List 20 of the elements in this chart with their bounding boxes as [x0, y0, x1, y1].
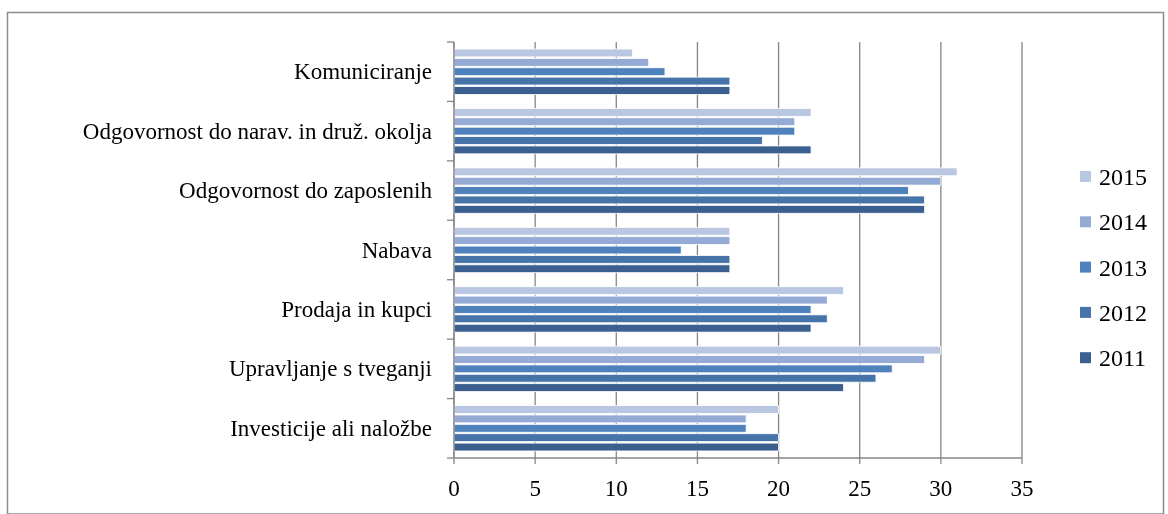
y-tick-label: Prodaja in kupci — [281, 296, 432, 322]
x-tick-label: 0 — [448, 475, 460, 501]
x-tick-label: 30 — [929, 475, 953, 501]
y-tick-label: Investicije ali naložbe — [230, 415, 432, 441]
y-tick-label: Upravljanje s tveganji — [228, 356, 432, 382]
x-tick-label: 10 — [604, 475, 628, 501]
y-tick-label: Komuniciranje — [294, 59, 432, 85]
legend-label: 2013 — [1099, 254, 1147, 281]
y-tick-label: Odgovornost do narav. in druž. okolja — [82, 118, 432, 144]
x-tick-label: 5 — [529, 475, 541, 501]
legend-label: 2015 — [1099, 164, 1147, 190]
x-tick-label: 20 — [767, 475, 791, 501]
x-tick-label: 25 — [848, 475, 872, 501]
y-tick-label: Nabava — [361, 237, 432, 263]
legend-label: 2012 — [1099, 299, 1147, 326]
x-tick-label: 35 — [1010, 475, 1034, 501]
x-tick-label: 15 — [685, 475, 709, 501]
legend-label: 2011 — [1099, 345, 1147, 372]
legend-label: 2014 — [1099, 209, 1147, 236]
y-tick-label: Odgovornost do zaposlenih — [179, 178, 433, 204]
